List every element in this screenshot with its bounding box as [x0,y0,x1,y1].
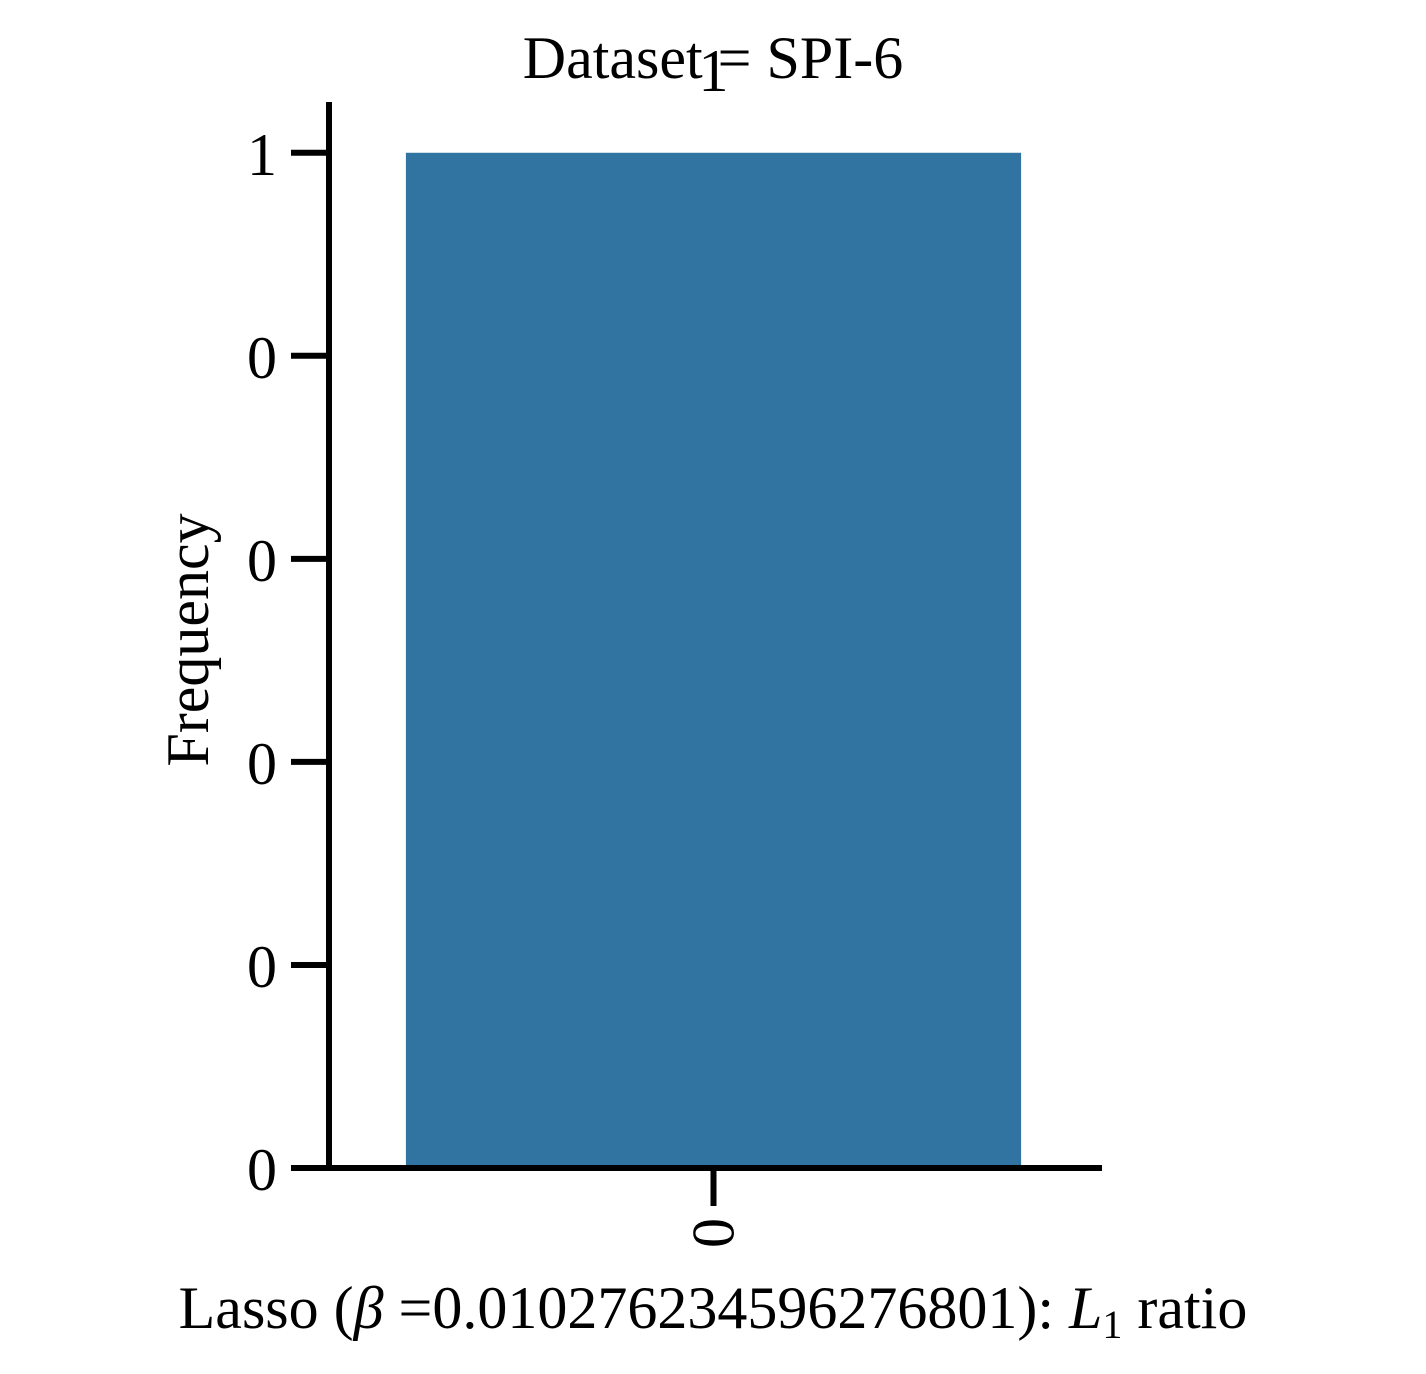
y-tick-label: 1 [247,122,277,188]
xlabel-prefix: Lasso ( [179,1275,354,1341]
y-tick-label: 0 [247,528,277,594]
y-axis-label: Frequency [155,513,221,766]
bars [405,152,1022,1168]
x-ticks: 0 [681,1168,747,1248]
y-tick-label: 0 [247,1137,277,1203]
bar-0 [405,152,1022,1168]
xlabel-beta-symbol: β [353,1275,384,1341]
data-labels: 1 [699,38,729,104]
xlabel-suffix: ratio [1122,1275,1247,1341]
xlabel-middle: =0.010276234596276801): [384,1275,1070,1341]
chart-title: Dataset = SPI-6 [523,25,903,91]
y-tick-label: 0 [247,934,277,1000]
xlabel-l-subscript: 1 [1102,1302,1122,1347]
xlabel-l-symbol: L [1068,1275,1102,1341]
y-tick-label: 0 [247,731,277,797]
y-tick-label: 0 [247,325,277,391]
x-axis-label: Lasso (β =0.010276234596276801): L1 rati… [179,1275,1248,1347]
bar-value-label: 1 [699,38,729,104]
x-tick-label: 0 [681,1218,747,1248]
y-ticks: 0 0 0 0 0 1 [247,122,329,1203]
